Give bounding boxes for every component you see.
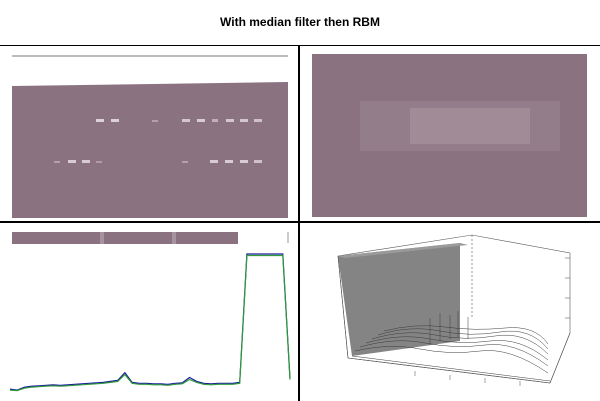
zoom-image-panel: [300, 46, 600, 221]
profile-series-2: [9, 254, 291, 392]
profile-series-1: [9, 253, 291, 391]
surface-axes-box: [337, 234, 571, 384]
gel-background: [12, 82, 288, 218]
profile-strip: [12, 232, 238, 244]
surface-wall-top: [338, 243, 468, 258]
surface-plot-panel: [300, 223, 600, 401]
zoom-band-glow: [360, 101, 560, 151]
gel-bands-upper: [96, 119, 262, 122]
profile-strip-band-1: [100, 232, 104, 244]
zoom-background: [312, 54, 587, 217]
surface-ticks: [414, 257, 570, 386]
profile-plot-panel: [0, 223, 298, 401]
surface-mesh: [351, 311, 551, 382]
gel-image: [12, 55, 288, 218]
surface-plot: [337, 234, 571, 386]
profile-strip-band-2: [172, 232, 176, 244]
zoom-band-core: [410, 108, 530, 144]
profile-plot: [9, 232, 291, 392]
zoom-image: [312, 54, 587, 217]
gel-bands-lower: [54, 160, 262, 163]
horizontal-divider: [0, 221, 600, 223]
surface-wall: [338, 243, 460, 356]
vertical-divider: [298, 46, 300, 401]
panel-grid: [0, 45, 600, 401]
figure-title: With median filter then RBM: [220, 15, 380, 29]
gel-image-panel: [0, 46, 298, 221]
